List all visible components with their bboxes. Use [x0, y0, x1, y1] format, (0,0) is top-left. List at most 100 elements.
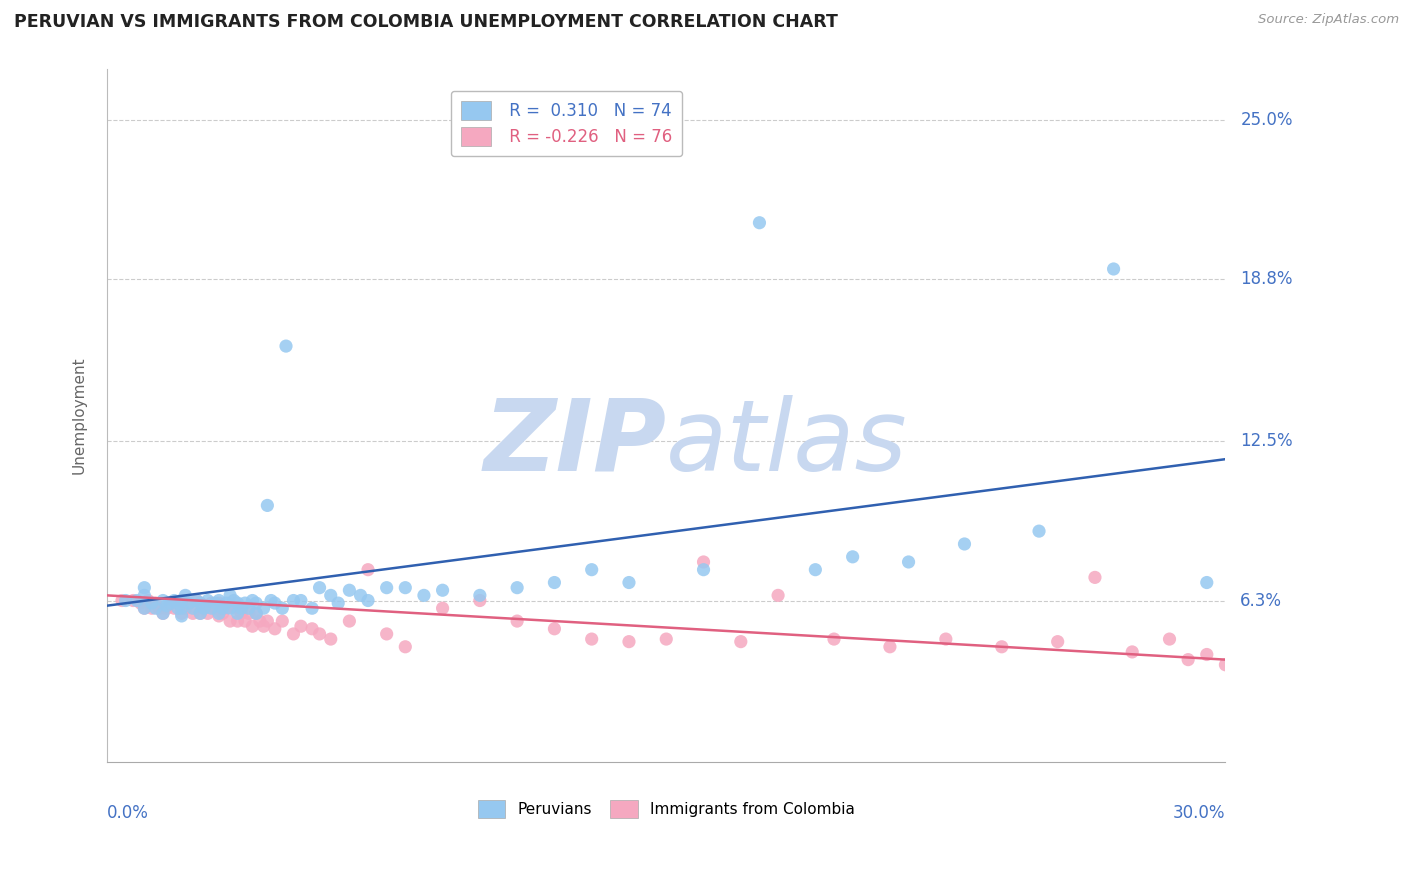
Point: [215, 596, 238, 610]
Point: [1177, 652, 1199, 666]
Point: [506, 581, 529, 595]
Point: [238, 601, 260, 615]
Point: [692, 563, 714, 577]
Point: [170, 593, 193, 607]
Point: [468, 593, 491, 607]
Point: [543, 622, 565, 636]
Point: [200, 596, 222, 610]
Point: [141, 601, 163, 615]
Point: [136, 593, 159, 607]
Point: [152, 607, 174, 621]
Point: [1102, 262, 1125, 277]
Point: [328, 596, 350, 610]
Point: [208, 609, 231, 624]
Text: 30.0%: 30.0%: [1173, 804, 1226, 822]
Point: [283, 627, 305, 641]
Legend: Peruvians, Immigrants from Colombia: Peruvians, Immigrants from Colombia: [471, 794, 860, 824]
Point: [1028, 524, 1050, 538]
Point: [1215, 657, 1237, 672]
Point: [134, 601, 156, 615]
Point: [177, 596, 200, 610]
Point: [655, 632, 678, 646]
Point: [766, 588, 789, 602]
Point: [111, 593, 134, 607]
Point: [170, 609, 193, 624]
Text: Source: ZipAtlas.com: Source: ZipAtlas.com: [1258, 13, 1399, 27]
Point: [879, 640, 901, 654]
Point: [290, 593, 312, 607]
Point: [170, 593, 193, 607]
Point: [432, 583, 454, 598]
Point: [543, 575, 565, 590]
Point: [129, 596, 152, 610]
Point: [283, 593, 305, 607]
Point: [249, 614, 271, 628]
Point: [211, 607, 233, 621]
Point: [256, 499, 278, 513]
Point: [271, 601, 294, 615]
Point: [1084, 570, 1107, 584]
Point: [375, 627, 398, 641]
Point: [256, 614, 278, 628]
Point: [226, 614, 249, 628]
Point: [730, 634, 752, 648]
Point: [211, 601, 233, 615]
Point: [204, 596, 226, 610]
Point: [134, 601, 156, 615]
Point: [193, 601, 215, 615]
Point: [186, 593, 208, 607]
Y-axis label: Unemployment: Unemployment: [72, 357, 86, 475]
Text: 18.8%: 18.8%: [1240, 270, 1294, 288]
Point: [432, 601, 454, 615]
Point: [692, 555, 714, 569]
Point: [181, 607, 204, 621]
Point: [163, 593, 186, 607]
Point: [1251, 652, 1274, 666]
Point: [141, 596, 163, 610]
Point: [301, 622, 323, 636]
Point: [200, 601, 222, 615]
Point: [319, 588, 342, 602]
Point: [319, 632, 342, 646]
Point: [245, 607, 267, 621]
Point: [271, 614, 294, 628]
Point: [204, 601, 226, 615]
Point: [156, 599, 179, 613]
Point: [1195, 575, 1218, 590]
Point: [935, 632, 957, 646]
Point: [148, 601, 170, 615]
Point: [308, 581, 330, 595]
Point: [375, 581, 398, 595]
Point: [337, 614, 360, 628]
Point: [357, 593, 380, 607]
Point: [274, 339, 297, 353]
Point: [1270, 657, 1292, 672]
Text: ZIP: ZIP: [484, 395, 666, 491]
Point: [114, 593, 136, 607]
Point: [145, 601, 167, 615]
Point: [581, 563, 603, 577]
Point: [215, 601, 238, 615]
Point: [953, 537, 976, 551]
Point: [1195, 648, 1218, 662]
Point: [219, 588, 242, 602]
Point: [188, 596, 211, 610]
Point: [134, 581, 156, 595]
Point: [226, 596, 249, 610]
Point: [617, 634, 640, 648]
Point: [1289, 678, 1312, 692]
Point: [1046, 634, 1069, 648]
Point: [152, 593, 174, 607]
Point: [222, 593, 245, 607]
Point: [219, 601, 242, 615]
Point: [245, 596, 267, 610]
Point: [170, 601, 193, 615]
Point: [841, 549, 863, 564]
Point: [174, 588, 197, 602]
Point: [174, 601, 197, 615]
Point: [823, 632, 845, 646]
Point: [804, 563, 827, 577]
Point: [349, 588, 371, 602]
Point: [188, 607, 211, 621]
Point: [468, 588, 491, 602]
